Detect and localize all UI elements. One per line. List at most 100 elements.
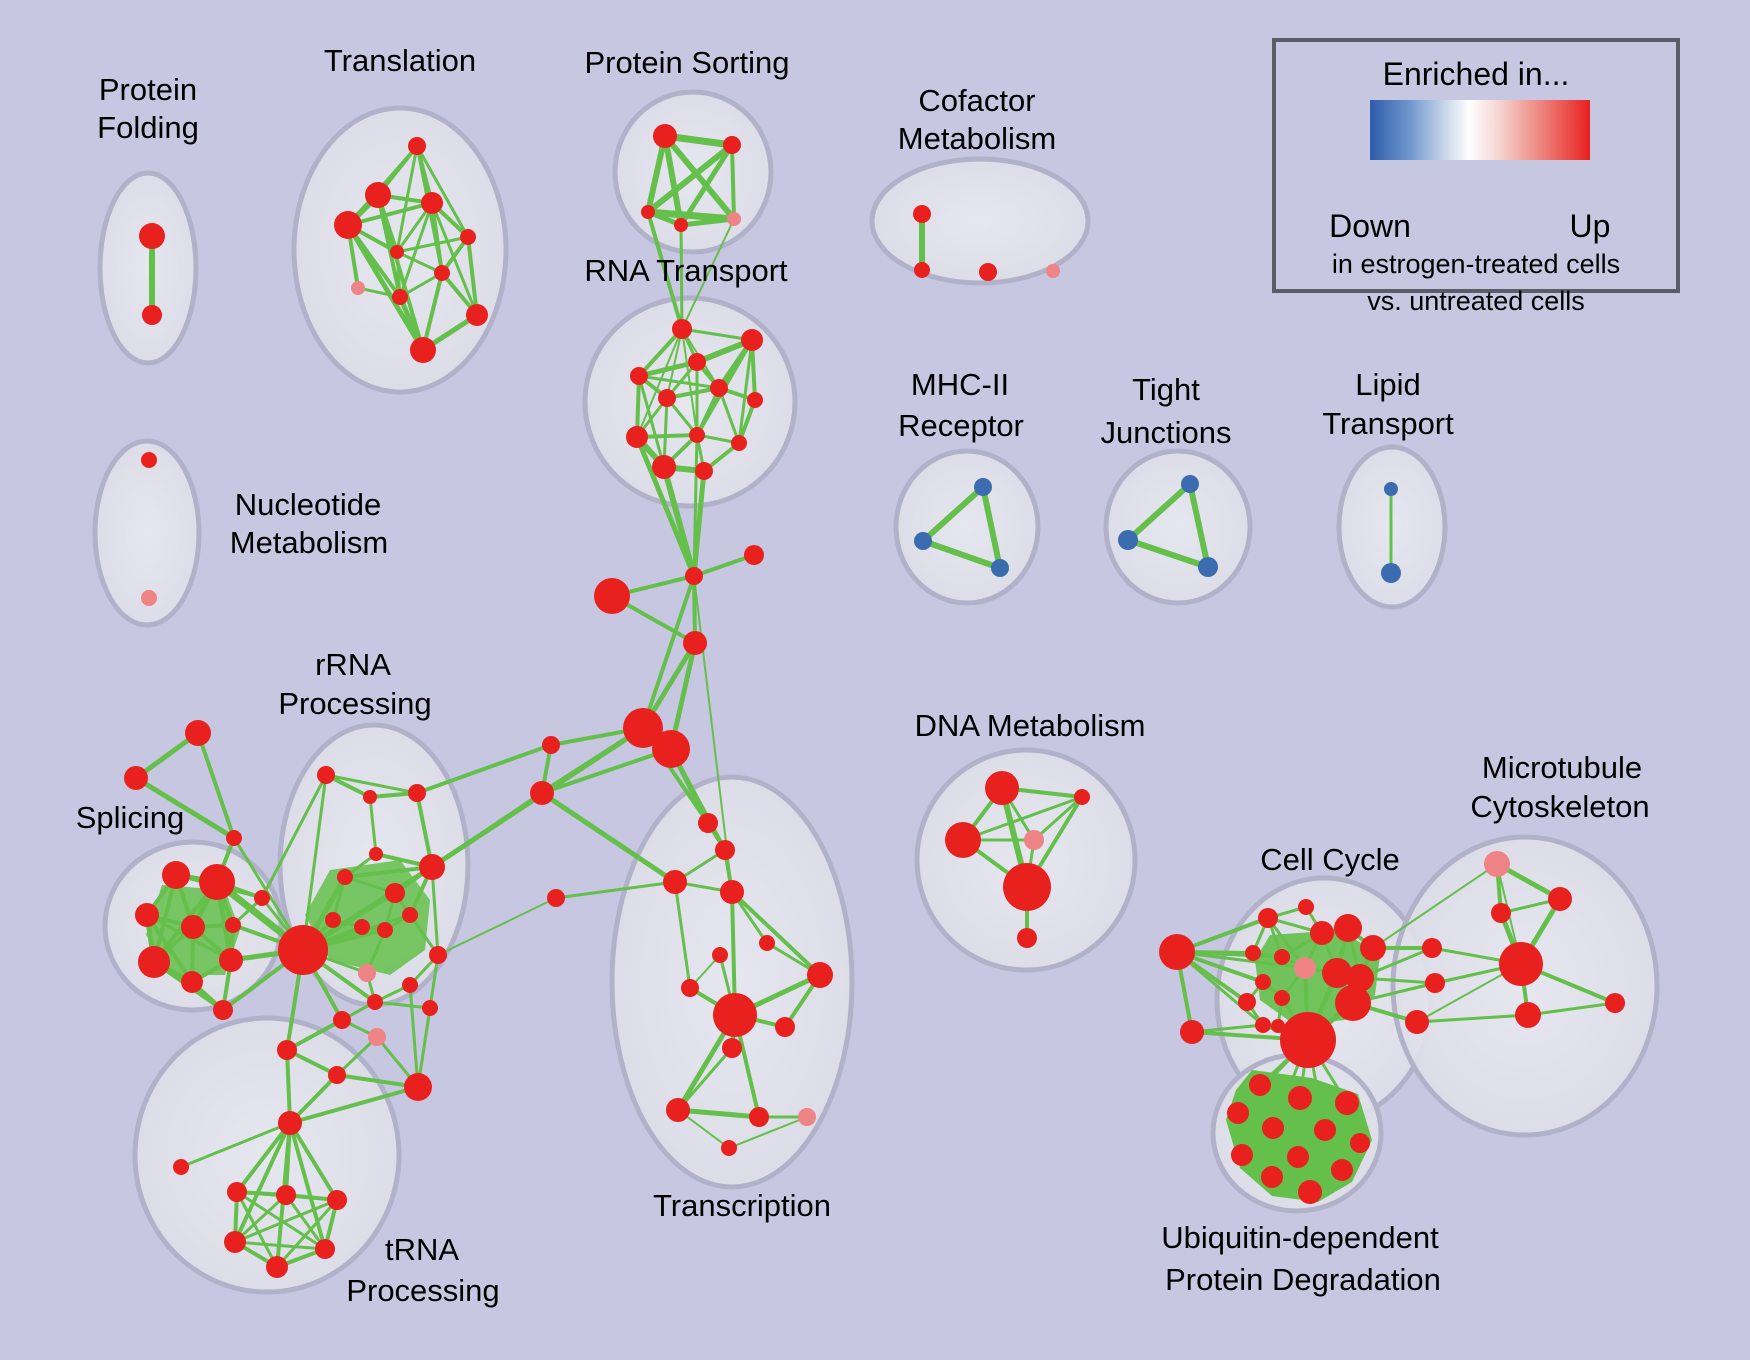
lipid-transport-node-1 <box>1381 563 1401 583</box>
link-edge <box>285 1048 292 1125</box>
link-edge <box>646 210 684 331</box>
protein-sorting-node-1 <box>723 136 741 154</box>
protein-sorting-edge <box>645 133 668 215</box>
layer-nodes <box>124 124 1625 1278</box>
triangle-group-edge <box>196 731 236 840</box>
protein-folding-label: Folding <box>97 110 199 145</box>
link-edge <box>661 464 697 579</box>
dna-metabolism-node-2 <box>945 822 981 858</box>
tight-junctions-edge <box>1125 537 1211 570</box>
translation-edge <box>346 201 434 227</box>
lipid-transport-label: Lipid <box>1355 367 1421 402</box>
rrna-processing-node-2 <box>408 784 426 802</box>
rrna-processing-edge <box>324 773 419 795</box>
translation-edge <box>421 271 444 352</box>
cell-cycle-label: Cell Cycle <box>1260 842 1400 877</box>
link-edge <box>554 880 677 900</box>
translation-node-3 <box>334 211 362 239</box>
transcription-node-2 <box>715 840 735 860</box>
cofactor-metabolism-node-0 <box>913 205 931 223</box>
ubiquitin-degradation-label: Ubiquitin-dependent <box>1161 1220 1439 1255</box>
ubiquitin-degradation-node-3 <box>1227 1102 1249 1124</box>
trna-edge <box>233 1198 339 1244</box>
transcription-node-14 <box>721 1140 737 1156</box>
protein-sorting-edge <box>678 216 737 228</box>
transcription-node-9 <box>775 1017 795 1037</box>
center-hub-node-6 <box>623 708 663 748</box>
mhc-ii-receptor-edge <box>920 484 986 544</box>
transcription-node-13 <box>798 1108 816 1126</box>
rna-transport-node-6 <box>747 392 763 408</box>
ubiquitin-degradation-node-1 <box>1288 1086 1312 1110</box>
protein-sorting-label: Protein Sorting <box>584 45 789 80</box>
link-edge <box>539 790 678 885</box>
cofactor-metabolism-label: Metabolism <box>898 121 1057 156</box>
ubiquitin-degradation-node-7 <box>1231 1144 1253 1166</box>
translation-node-4 <box>460 229 476 245</box>
rrna-processing-label: rRNA <box>315 647 391 682</box>
rrna-processing-edge <box>301 773 328 952</box>
ubiquitin-degradation-node-0 <box>1249 1074 1271 1096</box>
link-edge <box>634 434 697 579</box>
rrna-processing-edge <box>430 865 440 957</box>
rrna-processing-node-20 <box>328 1066 346 1084</box>
trna-edge <box>275 1198 339 1269</box>
transcription-edge <box>730 890 822 977</box>
nucleotide-metabolism-node-0 <box>141 452 157 468</box>
splicing-node-9 <box>254 890 270 906</box>
center-hub-node-4 <box>744 545 764 565</box>
ubiquitin-degradation-node-9 <box>1331 1159 1353 1181</box>
link-edge <box>288 1085 420 1125</box>
mhc-ii-receptor-node-2 <box>991 559 1009 577</box>
trna-label: Processing <box>346 1273 499 1308</box>
rna-transport-label: RNA Transport <box>584 253 788 288</box>
rrna-processing-label: Processing <box>278 686 431 721</box>
rrna-processing-node-19 <box>277 1040 297 1060</box>
translation-node-6 <box>434 265 450 281</box>
link-edge <box>681 218 735 330</box>
center-hub-node-8 <box>547 889 565 907</box>
cofactor-metabolism-node-3 <box>1046 264 1060 278</box>
mhc-ii-receptor-node-1 <box>914 532 932 550</box>
center-hub-node-2 <box>594 578 630 614</box>
cell-cycle-node-2 <box>1258 908 1278 928</box>
center-hub-node-7 <box>652 730 690 768</box>
splicing-node-0 <box>162 861 190 889</box>
tight-junctions-edge <box>1187 481 1211 570</box>
translation-edge <box>345 222 426 353</box>
triangle-group-node-0 <box>185 720 211 746</box>
tight-junctions-node-0 <box>1181 475 1199 493</box>
rna-transport-edge <box>717 386 741 445</box>
translation-node-5 <box>390 245 404 259</box>
transcription-node-12 <box>749 1107 769 1127</box>
trna-label: tRNA <box>385 1232 459 1267</box>
transcription-node-10 <box>722 1038 742 1058</box>
rrna-processing-node-14 <box>402 977 418 993</box>
link-edge <box>692 433 699 578</box>
cell-cycle-node-8 <box>1274 949 1290 965</box>
ubiquitin-degradation-node-10 <box>1261 1166 1283 1188</box>
nucleotide-metabolism-label: Nucleotide <box>235 487 381 522</box>
cell-cycle-node-19 <box>1422 938 1442 958</box>
rna-transport-node-2 <box>688 353 706 371</box>
center-hub-node-3 <box>685 567 703 585</box>
rrna-processing-node-3 <box>369 847 383 861</box>
trna-edge <box>235 1190 279 1269</box>
translation-node-8 <box>392 289 408 305</box>
cell-cycle-node-3 <box>1298 899 1314 915</box>
splicing-node-7 <box>219 948 243 972</box>
cell-cycle-node-0 <box>1159 934 1195 970</box>
rna-transport-edge <box>666 328 683 399</box>
splicing-node-4 <box>225 917 241 933</box>
center-hub-node-5 <box>683 631 707 655</box>
translation-node-7 <box>351 281 365 295</box>
legend-subtitle-2: vs. untreated cells <box>1367 286 1585 316</box>
cell-cycle-node-18 <box>1280 1012 1336 1068</box>
center-hub-edge <box>641 574 696 730</box>
ubiquitin-degradation-node-6 <box>1350 1133 1370 1153</box>
rrna-processing-node-9 <box>377 922 393 938</box>
trna-node-1 <box>173 1159 189 1175</box>
center-hub-node-0 <box>542 736 560 754</box>
dna-metabolism-ellipse <box>914 747 1138 973</box>
transcription-edge <box>728 1116 808 1149</box>
